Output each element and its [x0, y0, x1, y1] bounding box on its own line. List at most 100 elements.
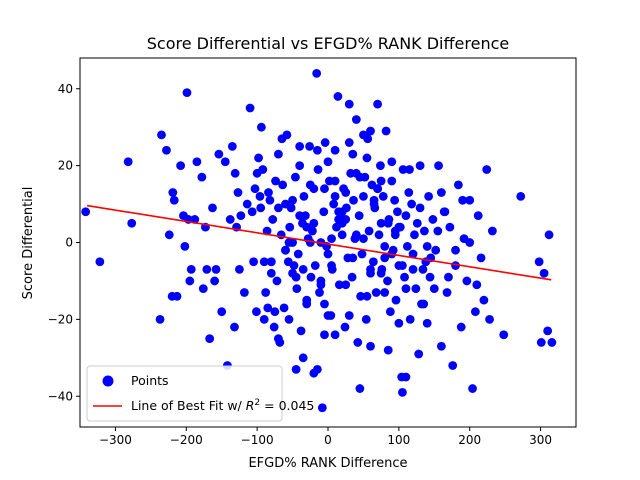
data-point [424, 191, 434, 201]
data-point [380, 253, 390, 263]
data-point [401, 284, 411, 294]
legend-fit-label: Line of Best Fit w/ R2 = 0.045 [131, 398, 314, 413]
data-point [157, 130, 166, 140]
data-point [323, 311, 333, 320]
data-point [208, 203, 217, 213]
data-point [288, 268, 297, 278]
x-tick-label: 0 [324, 433, 332, 447]
data-point [230, 322, 239, 332]
data-point [408, 265, 418, 274]
data-point [415, 203, 425, 213]
data-point [298, 265, 308, 274]
data-point [476, 253, 486, 263]
data-point [320, 330, 329, 340]
data-point [341, 280, 351, 290]
legend-points-label: Points [131, 373, 169, 388]
data-point [291, 172, 300, 182]
data-point [436, 188, 446, 197]
data-point [482, 165, 492, 174]
y-tick-label: 40 [58, 82, 73, 96]
data-point [214, 149, 224, 159]
y-tick-label: 0 [65, 236, 73, 250]
x-tick-label: −100 [241, 433, 274, 447]
data-point [341, 188, 351, 197]
data-point [373, 99, 382, 109]
data-point [405, 314, 415, 324]
data-point [376, 161, 385, 171]
data-point [298, 353, 308, 363]
data-point [442, 288, 452, 297]
data-point [180, 241, 190, 251]
data-point [330, 145, 340, 155]
legend-fit-label-prefix: Line of Best Fit w/ [131, 398, 246, 413]
data-point [348, 149, 358, 159]
data-point [544, 230, 554, 240]
data-point [462, 276, 472, 286]
data-point [408, 249, 418, 259]
data-point [312, 145, 322, 155]
data-point [453, 180, 463, 190]
data-point [252, 168, 262, 178]
data-point [401, 211, 411, 220]
x-tick-label: −300 [99, 433, 132, 447]
data-point [312, 68, 322, 78]
data-point [289, 261, 299, 270]
data-point [245, 103, 255, 113]
data-point [270, 307, 280, 317]
data-point [261, 288, 271, 297]
data-point [465, 195, 475, 205]
data-point [323, 249, 333, 259]
data-point [387, 176, 397, 186]
data-point [264, 188, 273, 197]
data-point [402, 241, 412, 251]
data-point [458, 195, 468, 205]
data-point [359, 130, 368, 140]
data-point [330, 176, 340, 186]
data-point [278, 180, 288, 190]
data-point [256, 203, 266, 213]
data-point [327, 234, 336, 244]
data-point [366, 341, 375, 351]
data-point [329, 199, 339, 209]
data-point [534, 257, 544, 267]
data-point [351, 115, 361, 124]
data-point [272, 276, 282, 286]
data-point [274, 334, 283, 343]
data-point [376, 218, 386, 228]
data-point [398, 165, 408, 174]
data-point [394, 318, 404, 328]
legend-fit-label-r: R [246, 398, 255, 413]
data-point [425, 272, 435, 282]
data-point [210, 276, 220, 286]
data-point [155, 314, 165, 324]
data-point [225, 215, 235, 224]
data-point [269, 322, 279, 332]
data-point [291, 364, 301, 374]
data-point [391, 295, 401, 305]
data-point [169, 195, 179, 205]
data-point [380, 241, 390, 251]
data-point [317, 403, 327, 413]
data-point [302, 222, 312, 232]
data-point [310, 261, 320, 270]
data-point [383, 345, 393, 355]
data-point [172, 291, 182, 301]
data-point [448, 361, 458, 370]
data-point [451, 245, 460, 255]
data-point [380, 288, 390, 297]
data-point [293, 249, 303, 259]
data-point [371, 288, 381, 297]
data-point [385, 307, 395, 317]
data-point [405, 165, 414, 174]
data-point [390, 230, 400, 240]
data-point [316, 276, 326, 286]
data-point [359, 191, 368, 201]
data-point [249, 257, 258, 267]
data-point [334, 207, 344, 217]
data-point [381, 126, 391, 136]
data-point [445, 222, 455, 232]
data-point [330, 191, 340, 201]
data-point [434, 161, 443, 171]
data-point [127, 218, 137, 228]
